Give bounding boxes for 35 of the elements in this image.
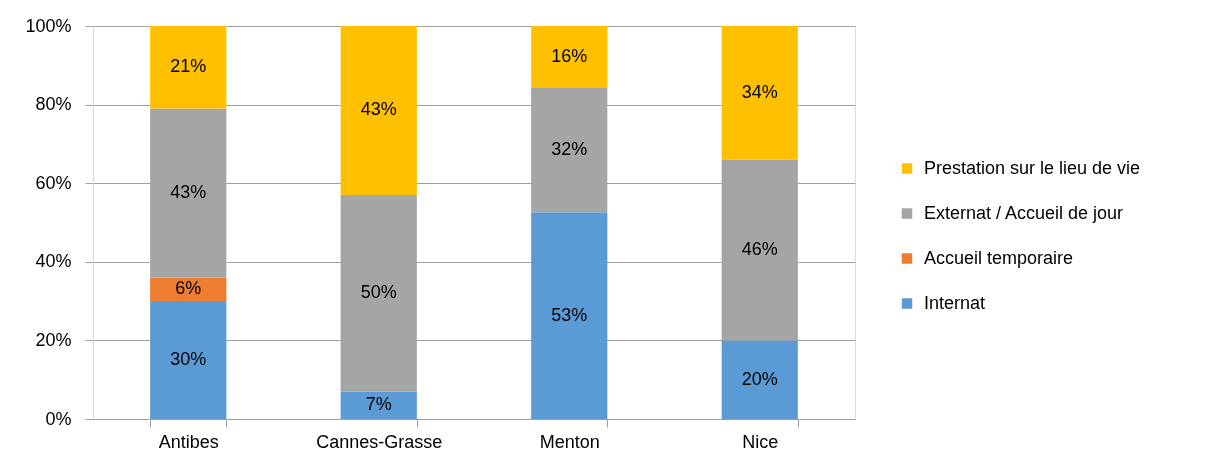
bar	[150, 26, 227, 109]
data-label: 43%	[360, 99, 397, 120]
data-label: 6%	[175, 278, 202, 299]
bar	[340, 391, 417, 419]
y-tick-label: 40%	[35, 251, 72, 272]
x-tick-label: Antibes	[158, 431, 219, 452]
legend-label: Prestation sur le lieu de vie	[924, 157, 1141, 178]
x-tick-label: Menton	[539, 431, 600, 452]
data-label: 30%	[170, 349, 207, 370]
legend-label: Internat	[924, 292, 986, 313]
y-tick-label: 100%	[25, 15, 72, 36]
data-label: 50%	[360, 282, 397, 303]
bar	[721, 340, 798, 419]
bar	[340, 26, 417, 195]
legend-label: Accueil temporaire	[924, 247, 1074, 268]
bar	[150, 301, 227, 419]
y-tick-label: 20%	[35, 329, 72, 350]
x-tick-label: Cannes-Grasse	[316, 431, 443, 452]
bar	[531, 26, 608, 89]
data-label: 53%	[551, 304, 588, 325]
y-tick-label: 0%	[45, 408, 72, 429]
y-tick-label: 80%	[35, 94, 72, 115]
data-label: 34%	[741, 81, 778, 102]
bar	[531, 212, 608, 419]
y-tick-label: 60%	[35, 172, 72, 193]
data-label: 21%	[170, 56, 207, 77]
x-tick-label: Nice	[742, 431, 779, 452]
data-label: 16%	[551, 46, 588, 67]
data-label: 32%	[551, 139, 588, 160]
data-label: 7%	[365, 394, 392, 415]
data-label: 43%	[170, 182, 207, 203]
bar	[721, 26, 798, 160]
data-label: 46%	[741, 239, 778, 260]
legend-label: Externat / Accueil de jour	[924, 202, 1124, 223]
data-label: 20%	[741, 368, 778, 389]
